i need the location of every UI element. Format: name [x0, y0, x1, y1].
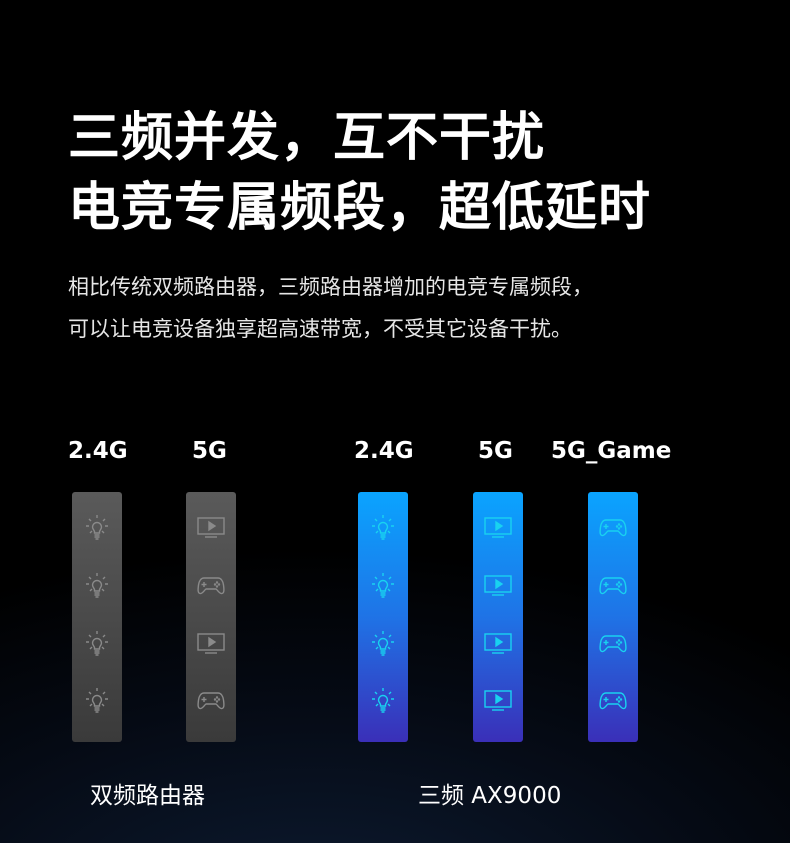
band-column	[473, 492, 523, 742]
tv-play-icon	[482, 627, 514, 659]
tri-band-label-2.4g: 2.4G	[354, 438, 414, 464]
tri-band-label-5g-game: 5G_Game	[551, 438, 672, 464]
description-line1: 相比传统双频路由器，三频路由器增加的电竞专属频段，	[68, 275, 593, 299]
tv-play-icon	[482, 569, 514, 601]
dual-band-label-2.4g: 2.4G	[68, 438, 128, 464]
tv-play-icon	[482, 511, 514, 543]
band-column	[588, 492, 638, 742]
band-column	[186, 492, 236, 742]
lightbulb-icon	[367, 569, 399, 601]
tri-band-caption: 三频 AX9000	[418, 783, 562, 809]
lightbulb-icon	[367, 511, 399, 543]
lightbulb-icon	[367, 627, 399, 659]
tri-band-label-5g: 5G	[478, 438, 513, 464]
tv-play-icon	[195, 627, 227, 659]
gamepad-icon	[597, 511, 629, 543]
band-column	[72, 492, 122, 742]
description-line2: 可以让电竞设备独享超高速带宽，不受其它设备干扰。	[68, 317, 572, 341]
gamepad-icon	[195, 684, 227, 716]
band-column	[358, 492, 408, 742]
gamepad-icon	[597, 627, 629, 659]
tv-play-icon	[195, 511, 227, 543]
headline-line1: 三频并发，互不干扰	[68, 108, 546, 168]
lightbulb-icon	[367, 684, 399, 716]
gamepad-icon	[195, 569, 227, 601]
dual-band-label-5g: 5G	[192, 438, 227, 464]
headline-line2: 电竞专属频段，超低延时	[68, 178, 652, 238]
lightbulb-icon	[81, 684, 113, 716]
tv-play-icon	[482, 684, 514, 716]
gamepad-icon	[597, 569, 629, 601]
lightbulb-icon	[81, 511, 113, 543]
dual-band-caption: 双频路由器	[90, 783, 205, 809]
lightbulb-icon	[81, 569, 113, 601]
lightbulb-icon	[81, 627, 113, 659]
gamepad-icon	[597, 684, 629, 716]
